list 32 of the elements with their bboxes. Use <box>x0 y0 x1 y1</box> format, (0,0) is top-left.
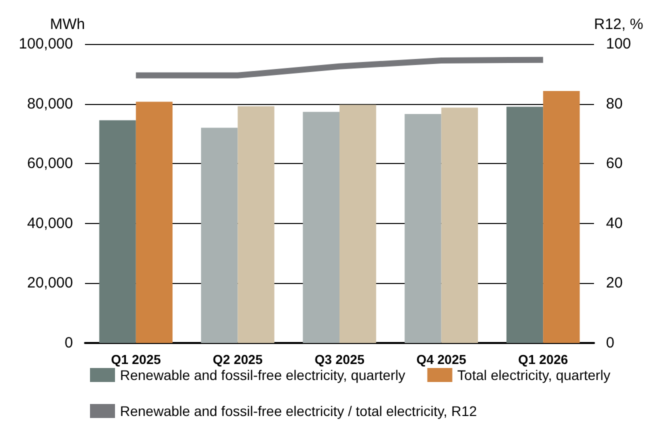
y-axis-title: MWh <box>50 16 85 33</box>
legend-label: Renewable and fossil-free electricity / total electricity, R12 <box>120 403 478 419</box>
bar <box>543 90 580 343</box>
bar <box>302 112 340 343</box>
y-tick-label: 20,000 <box>27 274 73 292</box>
bar <box>238 106 274 343</box>
x-tick-label: Q1 2025 <box>110 352 161 367</box>
bar <box>441 108 478 343</box>
y2-tick-label: 100 <box>606 36 632 52</box>
bar <box>506 106 544 343</box>
y2-tick-label: 0 <box>606 334 614 352</box>
y2-axis-title: R12, % <box>594 16 644 33</box>
x-tick-label: Q1 2026 <box>518 352 568 367</box>
y-tick-label: 100,000 <box>18 36 73 52</box>
y2-tick-label: 20 <box>606 274 623 292</box>
bar <box>99 120 136 343</box>
y-tick-label: 80,000 <box>27 95 73 112</box>
y-tick-label: 40,000 <box>27 214 73 232</box>
y-tick-label: 0 <box>64 334 73 352</box>
bar <box>404 114 442 343</box>
x-tick-label: Q4 2025 <box>416 352 466 367</box>
legend-label: Total electricity, quarterly <box>457 367 610 383</box>
y2-tick-label: 80 <box>606 95 623 112</box>
legend-label: Renewable and fossil-free electricity, quarterly <box>120 367 406 383</box>
bar <box>136 102 173 343</box>
bar <box>201 128 238 343</box>
y2-tick-label: 60 <box>606 155 623 172</box>
y-tick-label: 60,000 <box>27 155 73 172</box>
x-tick-label: Q3 2025 <box>314 352 364 367</box>
x-tick-label: Q2 2025 <box>212 352 263 367</box>
bar <box>340 104 376 343</box>
y2-tick-label: 40 <box>606 214 623 232</box>
